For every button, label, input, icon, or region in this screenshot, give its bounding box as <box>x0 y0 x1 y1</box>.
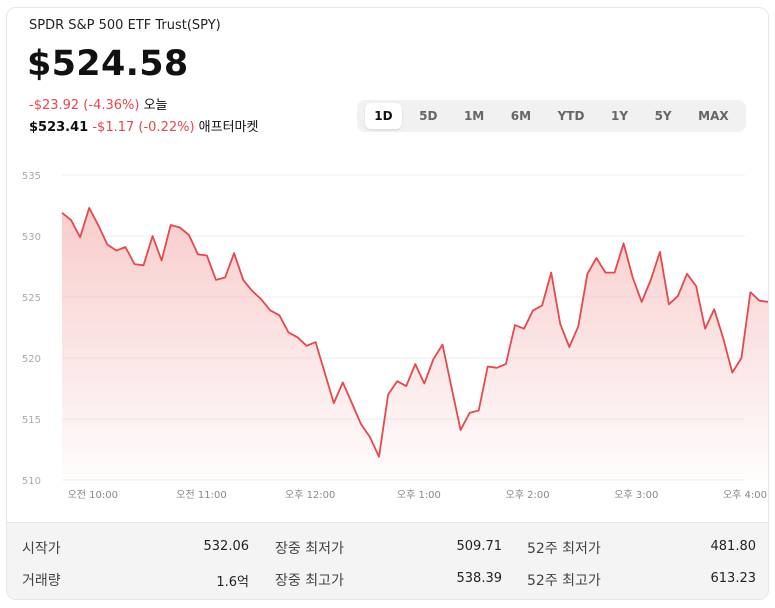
volume-label: 거래량 <box>22 573 61 589</box>
after-market-label: 애프터마켓 <box>198 120 259 135</box>
x-tick-label: 오후 4:00 <box>723 489 767 501</box>
y-tick-label: 520 <box>22 354 41 365</box>
day-low-value: 509.71 <box>456 539 503 554</box>
price-area <box>62 207 768 480</box>
day-high-label: 장중 최고가 <box>275 573 344 589</box>
price-chart[interactable]: 535 530 525 520 515 510 오전 10:00 오전 11:00 오후 12:… <box>7 158 769 518</box>
wk52-high-value: 613.23 <box>710 571 757 586</box>
current-price: $524.58 <box>27 44 189 84</box>
range-1y-button[interactable]: 1Y <box>610 109 629 123</box>
range-max-button[interactable]: MAX <box>698 109 729 123</box>
price-line <box>61 207 768 458</box>
open-label: 시작가 <box>22 541 61 557</box>
today-change-row: -$23.92 (-4.36%) 오늘 <box>29 94 168 113</box>
range-6m-button[interactable]: 6M <box>510 109 532 123</box>
range-1d-button[interactable]: 1D <box>365 103 402 129</box>
y-tick-label: 530 <box>22 232 41 243</box>
after-market-row: $523.41 -$1.17 (-0.22%) 애프터마켓 <box>29 116 258 135</box>
wk52-high-label: 52주 최고가 <box>527 573 601 589</box>
x-tick-label: 오후 12:00 <box>285 489 335 501</box>
after-market-change: -$1.17 (-0.22%) <box>92 120 195 135</box>
y-tick-label: 535 <box>22 171 41 182</box>
range-1m-button[interactable]: 1M <box>463 109 485 123</box>
stats-panel: 시작가 532.06 거래량 1.6억 장중 최저가 509.71 장중 최고가… <box>7 522 768 599</box>
x-tick-label: 오전 11:00 <box>176 489 226 501</box>
wk52-low-label: 52주 최저가 <box>527 541 601 557</box>
range-5y-button[interactable]: 5Y <box>654 109 672 123</box>
stock-title: SPDR S&P 500 ETF Trust(SPY) <box>29 18 221 33</box>
today-change: -$23.92 (-4.36%) <box>29 98 140 113</box>
wk52-low-value: 481.80 <box>710 539 757 554</box>
y-tick-label: 525 <box>22 293 41 304</box>
volume-value: 1.6억 <box>216 575 249 590</box>
x-tick-label: 오후 1:00 <box>397 489 441 501</box>
after-market-price: $523.41 <box>29 120 89 135</box>
x-tick-label: 오후 2:00 <box>506 489 550 501</box>
range-5d-button[interactable]: 5D <box>419 109 438 123</box>
x-tick-label: 오전 10:00 <box>68 489 118 501</box>
range-selector: 1D 5D 1M 6M YTD 1Y 5Y MAX <box>357 100 746 132</box>
stock-card: SPDR S&P 500 ETF Trust(SPY) $524.58 -$23… <box>6 7 769 600</box>
y-tick-label: 515 <box>22 415 41 426</box>
open-value: 532.06 <box>203 539 250 554</box>
x-tick-label: 오후 3:00 <box>614 489 658 501</box>
today-label: 오늘 <box>143 98 168 113</box>
range-ytd-button[interactable]: YTD <box>557 109 585 123</box>
day-low-label: 장중 최저가 <box>275 541 344 557</box>
y-tick-label: 510 <box>22 476 41 487</box>
day-high-value: 538.39 <box>456 571 503 586</box>
